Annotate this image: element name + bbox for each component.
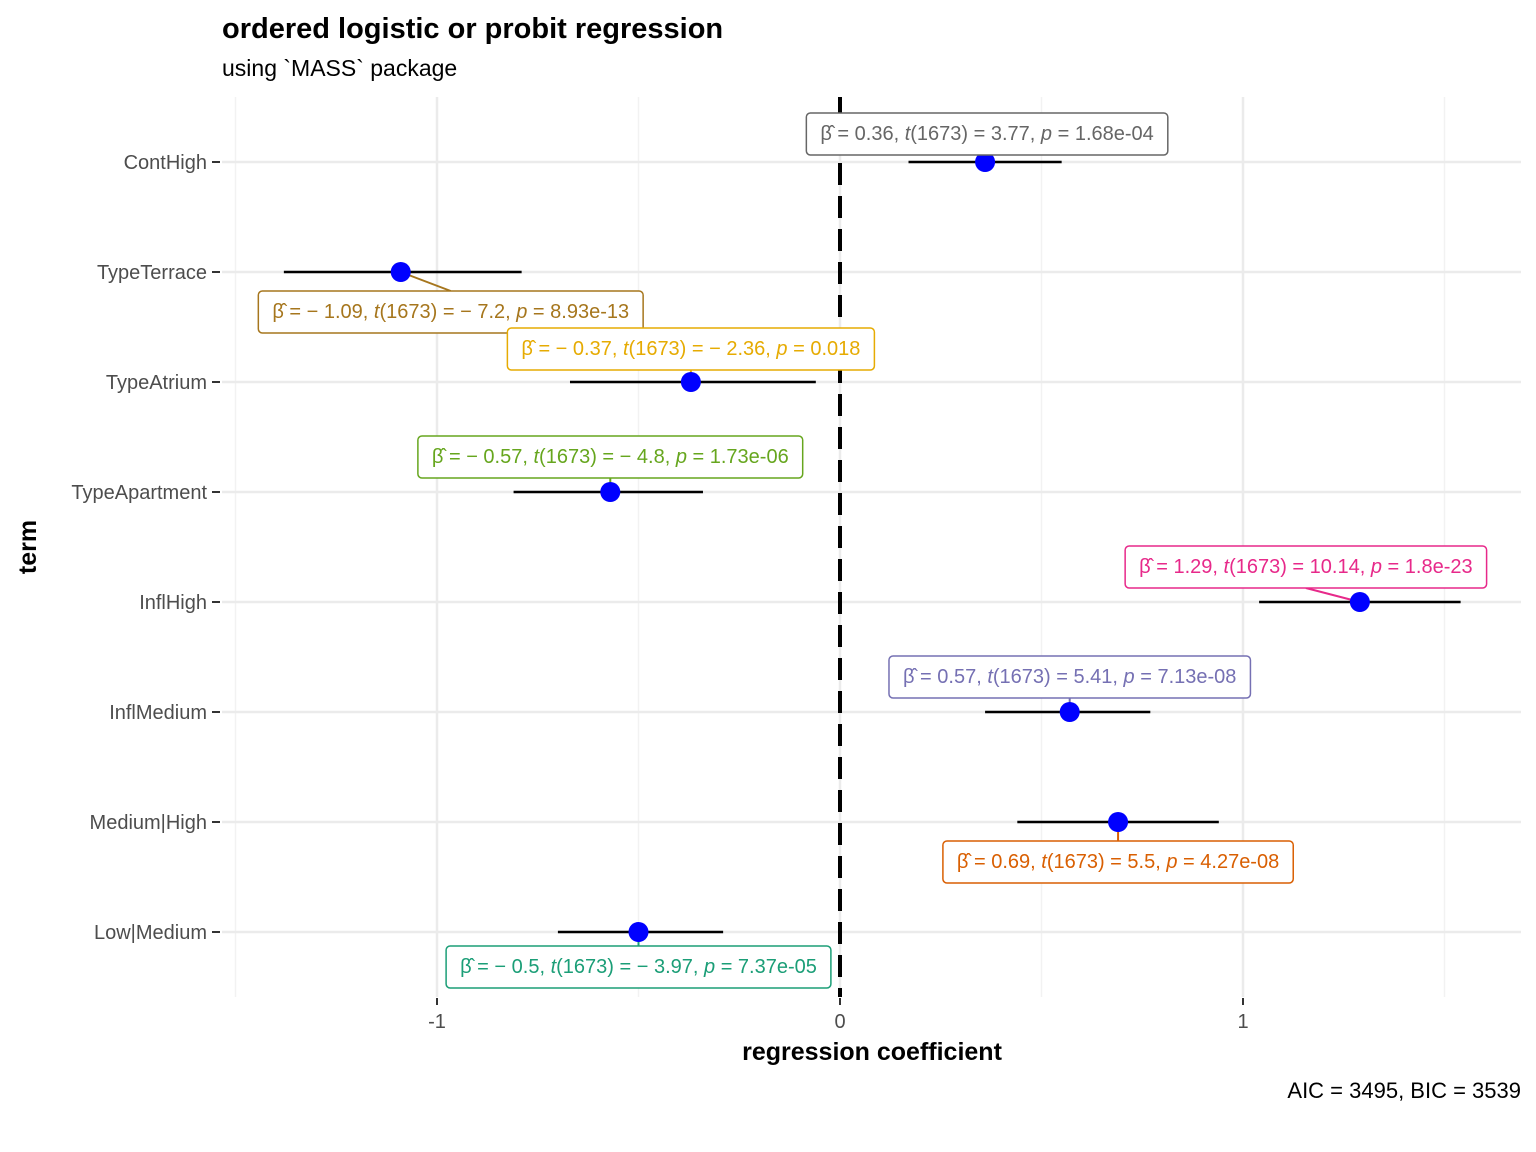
y-axis: ContHigh TypeTerrace TypeAtrium TypeApartme… bbox=[71, 152, 220, 944]
y-axis-title: term bbox=[14, 520, 42, 574]
label-box bbox=[942, 840, 1294, 884]
y-tick-label: Low|Medium bbox=[94, 922, 207, 944]
estimate-point bbox=[680, 372, 701, 392]
label-text: β̂ = 0.69, t(1673) = 5.5, p = 4.27e-08 bbox=[957, 851, 1279, 873]
y-tick-label: InflMedium bbox=[109, 702, 207, 724]
label-box bbox=[1124, 545, 1488, 589]
label-box bbox=[805, 112, 1169, 156]
label-text: β̂ = 0.36, t(1673) = 3.77, p = 1.68e-04 bbox=[820, 123, 1153, 145]
label-text: β̂ = − 1.09, t(1673) = − 7.2, p = 8.93e-… bbox=[272, 301, 629, 323]
y-tick-label: TypeTerrace bbox=[97, 262, 207, 284]
estimate-label: β̂ = − 0.5, t(1673) = − 3.97, p = 7.37e-… bbox=[445, 945, 832, 989]
estimate-label: β̂ = 1.29, t(1673) = 10.14, p = 1.8e-23 bbox=[1124, 545, 1488, 589]
x-tick-label: 1 bbox=[1237, 1011, 1248, 1033]
chart-subtitle: using `MASS` package bbox=[222, 55, 457, 81]
chart-caption: AIC = 3495, BIC = 3539 bbox=[1287, 1078, 1521, 1103]
label-text: β̂ = − 0.37, t(1673) = − 2.36, p = 0.018 bbox=[521, 338, 860, 360]
estimate-point bbox=[600, 482, 621, 502]
label-box bbox=[888, 655, 1252, 699]
y-tick-label: TypeAtrium bbox=[106, 372, 207, 394]
label-box bbox=[445, 945, 832, 989]
y-tick-label: ContHigh bbox=[124, 152, 207, 174]
y-tick-label: Medium|High bbox=[90, 812, 207, 834]
label-text: β̂ = 0.57, t(1673) = 5.41, p = 7.13e-08 bbox=[903, 666, 1236, 688]
label-box bbox=[417, 435, 804, 479]
x-axis: -1 0 1 bbox=[428, 998, 1249, 1033]
estimate-label: β̂ = 0.57, t(1673) = 5.41, p = 7.13e-08 bbox=[888, 655, 1252, 699]
estimate-label: β̂ = − 0.37, t(1673) = − 2.36, p = 0.018 bbox=[506, 327, 876, 371]
estimate-label: β̂ = − 1.09, t(1673) = − 7.2, p = 8.93e-… bbox=[257, 290, 644, 334]
estimate-label: β̂ = 0.69, t(1673) = 5.5, p = 4.27e-08 bbox=[942, 840, 1294, 884]
estimate-point bbox=[628, 922, 649, 942]
estimate-point bbox=[1349, 592, 1370, 612]
estimate-point bbox=[1108, 812, 1129, 832]
label-text: β̂ = 1.29, t(1673) = 10.14, p = 1.8e-23 bbox=[1139, 556, 1472, 578]
y-tick-label: InflHigh bbox=[139, 592, 207, 614]
estimate-point bbox=[1059, 702, 1080, 722]
estimate-label: β̂ = − 0.57, t(1673) = − 4.8, p = 1.73e-… bbox=[417, 435, 804, 479]
estimate-point bbox=[390, 262, 411, 282]
label-text: β̂ = − 0.57, t(1673) = − 4.8, p = 1.73e-… bbox=[432, 446, 789, 468]
x-tick-label: -1 bbox=[428, 1011, 446, 1033]
label-text: β̂ = − 0.5, t(1673) = − 3.97, p = 7.37e-… bbox=[460, 956, 817, 978]
chart-title: ordered logistic or probit regression bbox=[222, 13, 723, 45]
y-tick-label: TypeApartment bbox=[71, 482, 207, 504]
x-axis-title: regression coefficient bbox=[742, 1038, 1002, 1066]
estimate-point bbox=[975, 152, 996, 172]
estimate-labels: β̂ = 0.36, t(1673) = 3.77, p = 1.68e-04 β… bbox=[257, 112, 1488, 989]
estimates bbox=[283, 152, 1461, 946]
label-box bbox=[257, 290, 644, 334]
x-tick-label: 0 bbox=[834, 1011, 845, 1033]
label-box bbox=[506, 327, 876, 371]
estimate-label: β̂ = 0.36, t(1673) = 3.77, p = 1.68e-04 bbox=[805, 112, 1169, 156]
